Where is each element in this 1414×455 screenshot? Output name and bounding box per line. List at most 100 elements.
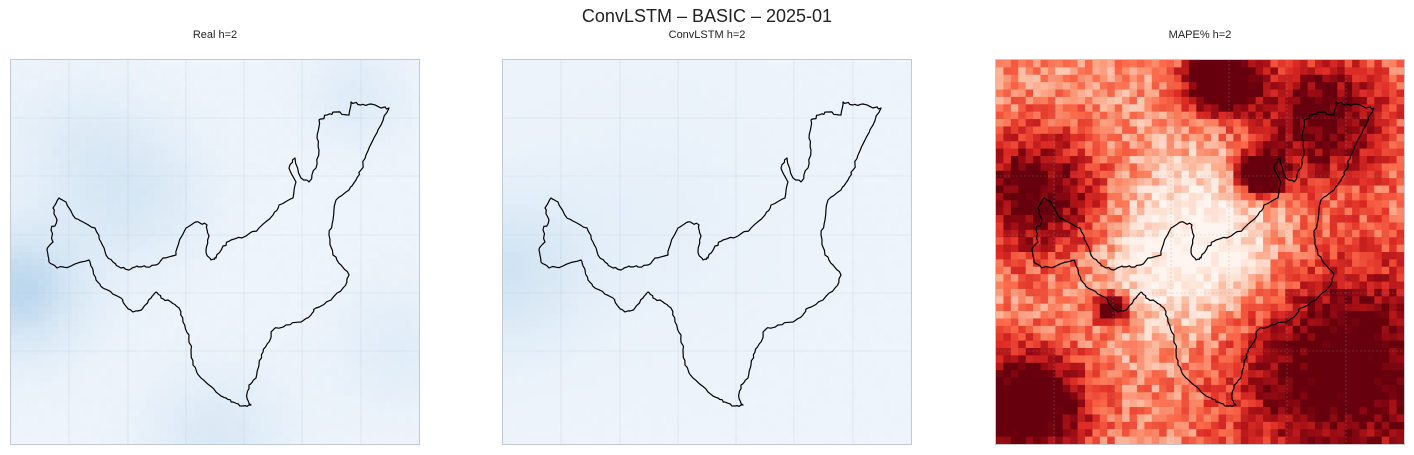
heatmap-cell: [632, 135, 640, 143]
heatmap-cell: [625, 176, 633, 185]
heatmap-cell: [351, 60, 359, 68]
heatmap-cell: [99, 341, 107, 349]
heatmap-cell: [140, 430, 148, 438]
heatmap-cell: [843, 121, 851, 130]
heatmap-cell: [106, 430, 114, 438]
heatmap-cell: [364, 313, 372, 322]
heatmap-cell: [167, 306, 175, 315]
heatmap-cell: [666, 121, 674, 130]
heatmap-cell: [99, 101, 107, 109]
heatmap-cell: [843, 190, 851, 198]
heatmap-cell: [537, 238, 545, 246]
heatmap-cell: [890, 73, 898, 82]
heatmap-cell: [870, 190, 878, 198]
heatmap-cell: [31, 190, 39, 198]
heatmap-cell: [564, 204, 572, 212]
heatmap-cell: [65, 66, 73, 75]
heatmap-cell: [378, 402, 386, 411]
heatmap-cell: [255, 204, 264, 212]
heatmap-cell: [38, 162, 46, 171]
heatmap-cell: [391, 245, 400, 253]
heatmap-cell: [147, 73, 155, 82]
heatmap-cell: [836, 101, 844, 109]
heatmap-cell: [228, 210, 236, 219]
heatmap-cell: [802, 183, 810, 191]
heatmap-cell: [255, 231, 264, 239]
heatmap-cell: [550, 238, 558, 246]
heatmap-cell: [503, 142, 511, 150]
heatmap-cell: [398, 183, 406, 191]
heatmap-cell: [412, 313, 419, 322]
heatmap-cell: [242, 272, 250, 281]
heatmap-cell: [364, 108, 372, 116]
heatmap-cell: [598, 224, 606, 233]
heatmap-cell: [187, 341, 196, 349]
heatmap-cell: [235, 265, 243, 274]
heatmap-cell: [530, 128, 538, 137]
heatmap-cell: [344, 231, 352, 239]
heatmap-cell: [106, 224, 114, 233]
heatmap-cell: [571, 169, 579, 178]
heatmap-cell: [153, 80, 162, 89]
heatmap-cell: [761, 101, 769, 109]
heatmap-cell: [747, 210, 756, 219]
heatmap-cell: [707, 149, 715, 157]
heatmap-cell: [310, 80, 318, 89]
panel-real: [10, 59, 420, 445]
heatmap-cell: [65, 354, 73, 363]
heatmap-cell: [249, 423, 257, 431]
heatmap-cell: [788, 217, 796, 226]
heatmap-cell: [140, 73, 148, 82]
heatmap-cell: [836, 224, 844, 233]
heatmap-cell: [357, 320, 366, 329]
heatmap-cell: [276, 210, 284, 219]
heatmap-cell: [296, 341, 304, 349]
heatmap-cell: [530, 108, 538, 116]
heatmap-cell: [296, 217, 304, 226]
heatmap-cell: [72, 217, 80, 226]
heatmap-cell: [262, 327, 270, 335]
heatmap-cell: [843, 149, 851, 157]
heatmap-cell: [351, 382, 359, 390]
heatmap-cell: [523, 224, 531, 233]
heatmap-cell: [815, 80, 824, 89]
heatmap-cell: [119, 437, 128, 444]
heatmap-cell: [391, 204, 400, 212]
heatmap-cell: [17, 265, 26, 274]
heatmap-cell: [106, 121, 114, 130]
heatmap-cell: [357, 416, 366, 425]
heatmap-cell: [543, 73, 552, 82]
heatmap-cell: [849, 176, 858, 185]
heatmap-cell: [92, 87, 100, 95]
heatmap-cell: [296, 135, 304, 143]
heatmap-cell: [591, 128, 599, 137]
heatmap-cell: [645, 66, 654, 75]
heatmap-cell: [283, 327, 291, 335]
heatmap-cell: [323, 423, 332, 431]
heatmap-cell: [72, 162, 80, 171]
heatmap-cell: [802, 231, 810, 239]
heatmap-cell: [160, 334, 168, 342]
heatmap-cell: [235, 430, 243, 438]
heatmap-cell: [632, 73, 640, 82]
heatmap-cell: [235, 389, 243, 397]
heatmap-cell: [106, 265, 114, 274]
heatmap-cell: [707, 210, 715, 219]
heatmap-cell: [652, 231, 660, 239]
heatmap-cell: [79, 368, 87, 377]
heatmap-cell: [72, 176, 80, 185]
heatmap-cell: [412, 300, 419, 308]
heatmap-cell: [659, 204, 667, 212]
heatmap-cell: [843, 73, 851, 82]
heatmap-cell: [550, 217, 558, 226]
heatmap-cell: [815, 87, 824, 95]
heatmap-cell: [537, 204, 545, 212]
heatmap-cell: [385, 416, 393, 425]
heatmap-cell: [147, 389, 155, 397]
heatmap-cell: [605, 217, 613, 226]
heatmap-cell: [378, 286, 386, 294]
heatmap-cell: [591, 149, 599, 157]
heatmap-cell: [795, 190, 803, 198]
heatmap-cell: [378, 382, 386, 390]
heatmap-cell: [153, 108, 162, 116]
